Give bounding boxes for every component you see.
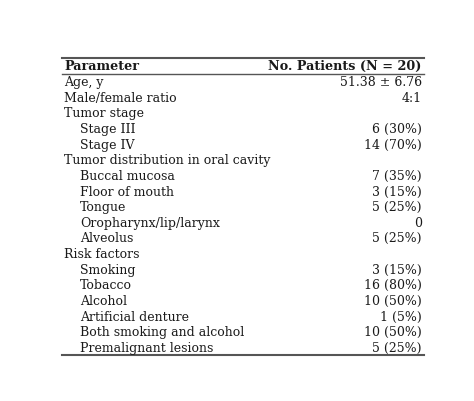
Text: 4:1: 4:1 [401,91,422,104]
Text: Stage IV: Stage IV [80,138,134,151]
Text: Age, y: Age, y [64,76,103,89]
Text: 6 (30%): 6 (30%) [372,123,422,136]
Text: Alcohol: Alcohol [80,294,127,307]
Text: 1 (5%): 1 (5%) [380,310,422,323]
Text: 5 (25%): 5 (25%) [372,232,422,245]
Text: Stage III: Stage III [80,123,135,136]
Text: Tumor distribution in oral cavity: Tumor distribution in oral cavity [64,154,271,167]
Text: Tumor stage: Tumor stage [64,107,144,120]
Text: Smoking: Smoking [80,263,135,276]
Text: 51.38 ± 6.76: 51.38 ± 6.76 [340,76,422,89]
Text: 16 (80%): 16 (80%) [364,279,422,292]
Text: Risk factors: Risk factors [64,247,139,260]
Text: 3 (15%): 3 (15%) [372,263,422,276]
Text: 5 (25%): 5 (25%) [372,341,422,354]
Text: Parameter: Parameter [64,60,139,73]
Text: 14 (70%): 14 (70%) [364,138,422,151]
Text: Male/female ratio: Male/female ratio [64,91,177,104]
Text: 5 (25%): 5 (25%) [372,200,422,214]
Text: Floor of mouth: Floor of mouth [80,185,174,198]
Text: 3 (15%): 3 (15%) [372,185,422,198]
Text: Tobacco: Tobacco [80,279,132,292]
Text: 10 (50%): 10 (50%) [364,326,422,338]
Text: 7 (35%): 7 (35%) [372,170,422,182]
Text: Premalignant lesions: Premalignant lesions [80,341,213,354]
Text: Oropharynx/lip/larynx: Oropharynx/lip/larynx [80,216,219,229]
Text: Tongue: Tongue [80,200,126,214]
Text: 0: 0 [414,216,422,229]
Text: No. Patients (N = 20): No. Patients (N = 20) [268,60,422,73]
Text: Both smoking and alcohol: Both smoking and alcohol [80,326,244,338]
Text: Buccal mucosa: Buccal mucosa [80,170,175,182]
Text: Artificial denture: Artificial denture [80,310,189,323]
Text: Alveolus: Alveolus [80,232,133,245]
Text: 10 (50%): 10 (50%) [364,294,422,307]
